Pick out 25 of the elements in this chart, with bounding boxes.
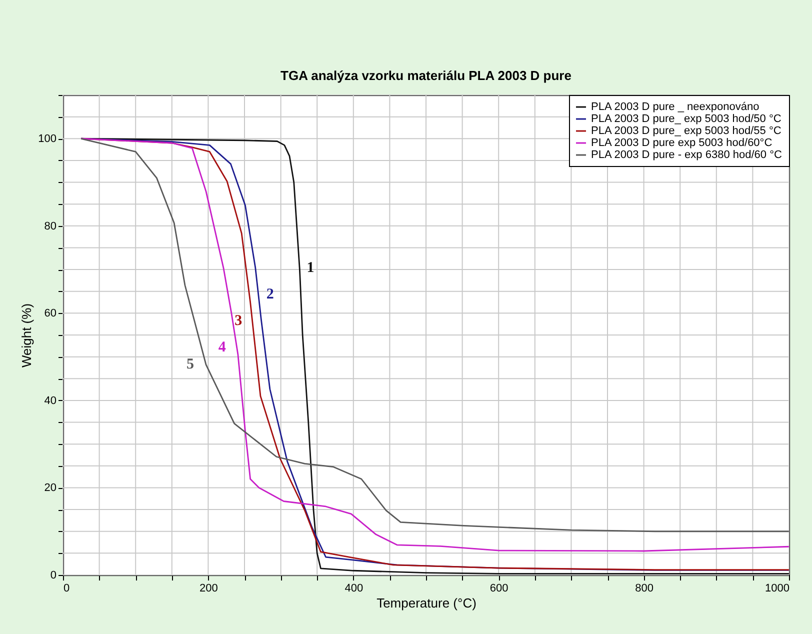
x-tick-label: 1000	[765, 582, 790, 594]
x-tick-label: 400	[344, 582, 364, 594]
x-tick-label: 0	[64, 582, 70, 594]
legend-label: PLA 2003 D pure_ exp 5003 hod/50 °C	[591, 113, 782, 125]
annotation: 1	[306, 260, 314, 276]
y-tick-label: 40	[44, 394, 56, 407]
y-tick-label: 80	[44, 220, 56, 232]
chart-title: TGA analýza vzorku materiálu PLA 2003 D pure	[280, 68, 572, 83]
y-tick-label: 0	[50, 570, 56, 582]
x-axis-title: Temperature (°C)	[376, 596, 476, 610]
annotation: 4	[218, 340, 226, 356]
legend-label: PLA 2003 D pure _ neexponováno	[591, 101, 760, 113]
y-axis-title: Weight (%)	[19, 303, 34, 368]
legend-label: PLA 2003 D pure_ exp 5003 hod/55 °C	[591, 125, 782, 137]
legend-label: PLA 2003 D pure exp 5003 hod/60°C	[591, 137, 772, 149]
legend-label: PLA 2003 D pure - exp 6380 hod/60 °C	[591, 149, 782, 161]
x-tick-label: 600	[490, 582, 508, 594]
annotation: 3	[234, 313, 242, 330]
y-tick-label: 60	[44, 308, 56, 320]
x-tick-label: 200	[200, 582, 218, 594]
annotation: 2	[266, 286, 274, 302]
y-tick-label: 100	[38, 133, 56, 146]
annotation: 5	[186, 356, 194, 373]
y-tick-label: 20	[44, 482, 56, 494]
x-tick-label: 800	[635, 582, 654, 594]
